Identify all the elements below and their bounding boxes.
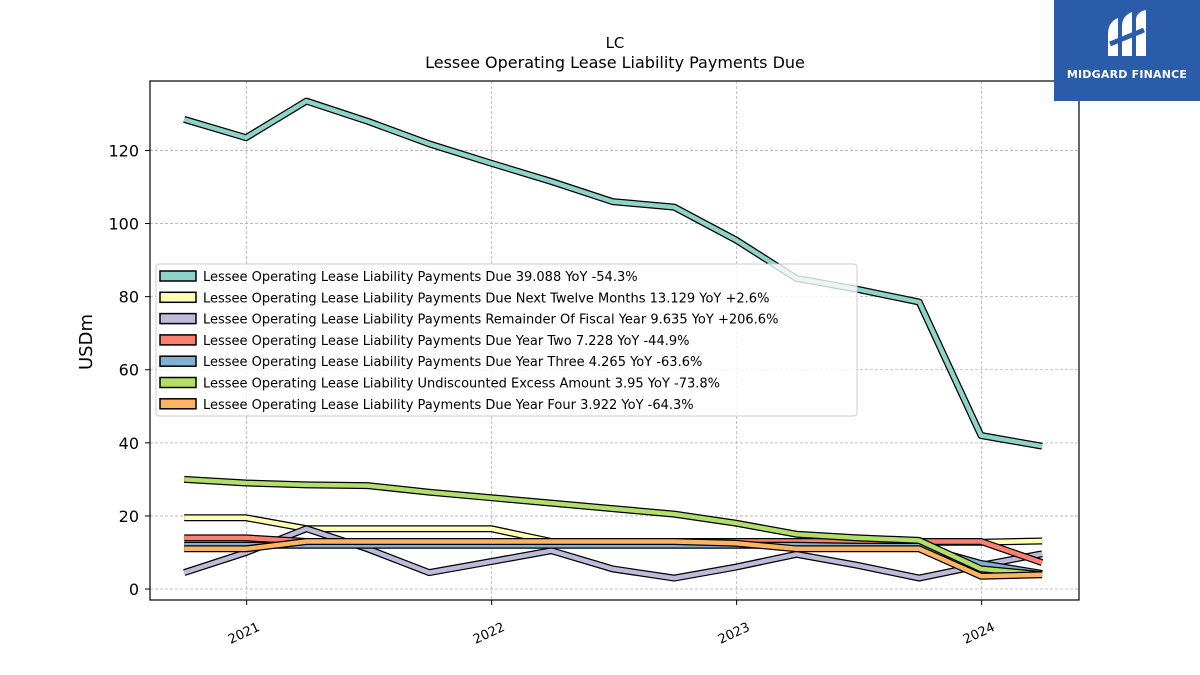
series-line-1 (183, 97, 1043, 450)
x-tick-label: 2023 (716, 620, 752, 648)
brand-logo: MIDGARD FINANCE (1054, 0, 1200, 101)
legend: Lessee Operating Lease Liability Payment… (155, 263, 858, 417)
series-line-fill (184, 539, 1043, 579)
legend-entry: Lessee Operating Lease Liability Payment… (203, 313, 778, 328)
axes: 0 20 40 60 80 100 120 2021 2022 2023 2024 (108, 141, 997, 647)
series-lines (183, 97, 1044, 582)
legend-entry: Lessee Operating Lease Liability Payment… (203, 398, 694, 413)
legend-swatch (159, 291, 197, 304)
brand-name: MIDGARD FINANCE (1066, 68, 1188, 81)
legend-entry: Lessee Operating Lease Liability Undisco… (203, 377, 720, 392)
brand-mark-icon (1108, 10, 1146, 56)
y-tick-label: 100 (108, 215, 139, 234)
y-tick-label: 120 (108, 141, 139, 160)
x-tick-label: 2024 (961, 620, 997, 648)
legend-swatch (159, 312, 197, 325)
legend-entry: Lessee Operating Lease Liability Payment… (203, 334, 689, 349)
series-line-6 (183, 475, 1043, 579)
plot-frame (149, 80, 1080, 601)
legend-swatch (159, 376, 197, 389)
series-line-7 (184, 538, 1043, 580)
chart-subtitle: Lessee Operating Lease Liability Payment… (425, 53, 805, 72)
y-tick-label: 80 (119, 288, 139, 307)
legend-swatch (159, 398, 197, 410)
y-tick-label: 20 (119, 507, 139, 526)
y-tick-label: 40 (119, 434, 139, 453)
legend-swatch (159, 355, 197, 367)
legend-box (155, 263, 858, 417)
legend-entry: Lessee Operating Lease Liability Payment… (203, 270, 638, 285)
series-line-fill (183, 526, 1043, 581)
chart-title: LC (606, 34, 625, 52)
series-line-fill (184, 477, 1043, 577)
legend-entry: Lessee Operating Lease Liability Payment… (203, 355, 702, 370)
y-tick-label: 60 (119, 361, 139, 380)
y-tick-label: 0 (129, 580, 139, 599)
grid (150, 81, 1079, 600)
legend-swatch (159, 270, 197, 282)
series-line-3 (183, 525, 1043, 582)
y-axis-label: USDm (76, 314, 97, 370)
legend-entry: Lessee Operating Lease Liability Payment… (203, 291, 769, 306)
series-line-fill (183, 98, 1043, 449)
x-tick-label: 2022 (471, 620, 507, 648)
legend-swatch (159, 334, 197, 346)
x-tick-label: 2021 (226, 620, 262, 648)
